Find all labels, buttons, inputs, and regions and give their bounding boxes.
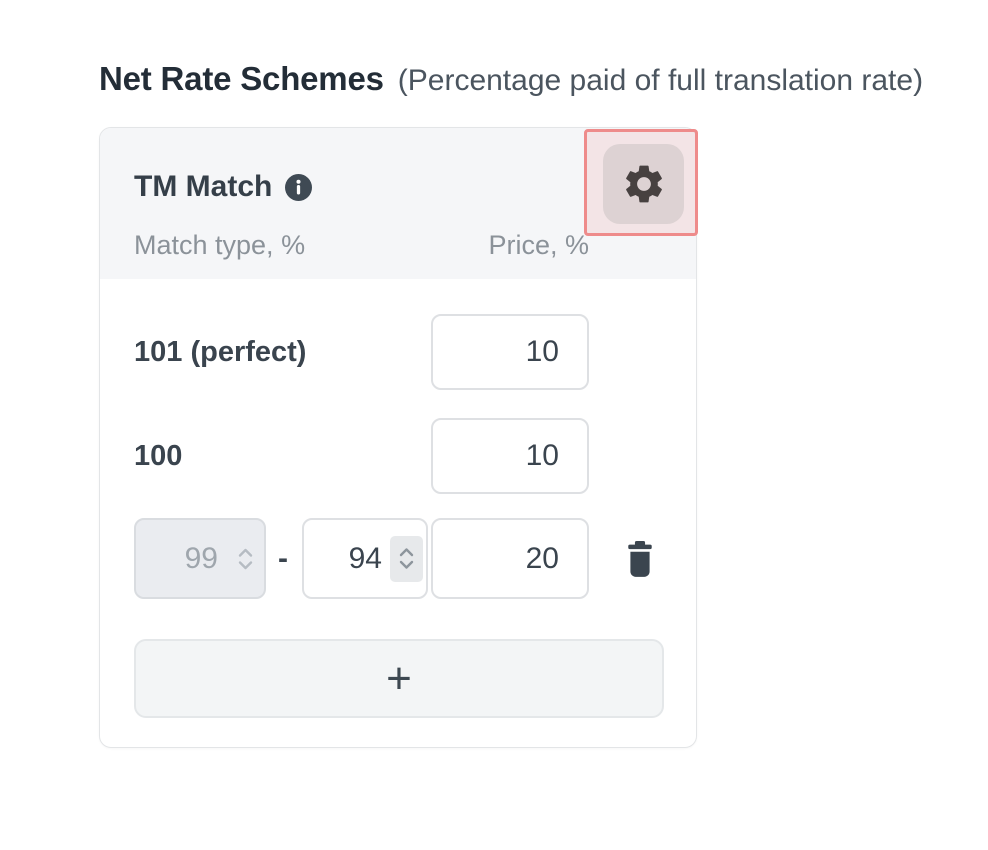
range-from-input [136,520,264,597]
gear-icon [625,165,662,203]
net-rate-scheme-card: TM Match Match type, % Price, % 101 (per… [99,127,698,748]
spinner-up-icon [238,548,253,557]
tm-match-title-row: TM Match [134,168,313,206]
trash-icon [628,540,652,577]
column-header-price: Price, % [488,230,589,260]
info-icon[interactable] [285,173,313,201]
price-input[interactable] [431,418,589,494]
rate-row: 100 [100,418,696,494]
range-from-field [134,518,266,599]
column-headers: Match type, % Price, % [134,230,589,261]
rate-row: 101 (perfect) [100,314,696,390]
page-header: Net Rate Schemes (Percentage paid of ful… [99,60,923,98]
price-input[interactable] [431,314,589,390]
rate-range-row: - [100,518,696,599]
spinner-down-icon [238,560,253,569]
settings-highlight-overlay [584,129,698,236]
column-header-match-type: Match type, % [134,230,306,260]
add-row-button[interactable]: + [134,639,664,718]
settings-button[interactable] [603,144,684,224]
range-separator: - [278,541,288,575]
spinner-up-icon[interactable] [398,546,415,558]
page-subtitle: (Percentage paid of full translation rat… [397,64,924,97]
card-header: TM Match Match type, % Price, % [100,128,696,279]
page-title: Net Rate Schemes [99,60,384,97]
spinner-down-icon[interactable] [398,559,415,571]
range-to-spinner[interactable] [390,535,423,582]
match-type-label: 101 (perfect) [134,335,307,368]
plus-icon: + [386,653,412,703]
delete-row-button[interactable] [610,518,670,599]
tm-match-title: TM Match [134,170,273,203]
match-type-label: 100 [134,439,183,472]
price-input[interactable] [431,518,589,599]
range-from-spinner [237,546,254,571]
range-to-field [302,518,428,599]
